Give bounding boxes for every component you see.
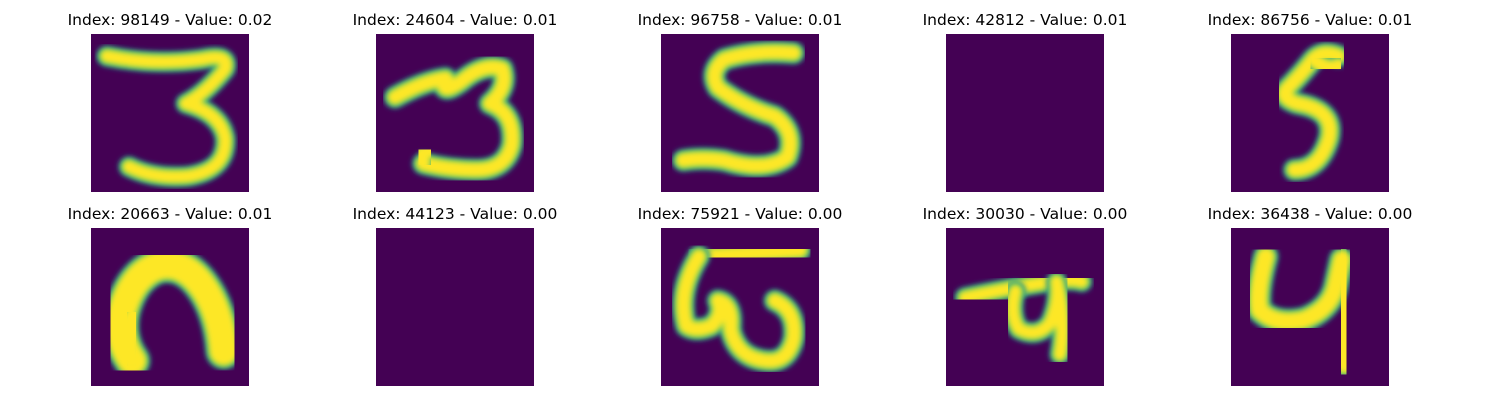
glyph-stroke (676, 249, 802, 369)
glyph-stroke (1249, 247, 1351, 331)
glyph-stroke (1306, 52, 1346, 75)
panel-title: Index: 42812 - Value: 0.01 (922, 11, 1128, 29)
panel-title: Index: 96758 - Value: 0.01 (637, 11, 843, 29)
panel-title: Index: 75921 - Value: 0.00 (637, 205, 843, 223)
image-panel: Index: 24604 - Value: 0.01 (340, 10, 570, 192)
panel-title: Index: 98149 - Value: 0.02 (67, 11, 273, 29)
glyph-image (376, 34, 534, 192)
panel-title: Index: 86756 - Value: 0.01 (1207, 11, 1413, 29)
glyph-stroke (387, 60, 520, 177)
glyph-image (661, 34, 819, 192)
glyph-image (1231, 34, 1389, 192)
image-panel: Index: 44123 - Value: 0.00 (340, 204, 570, 386)
panel-title: Index: 44123 - Value: 0.00 (352, 205, 558, 223)
image-panel: Index: 96758 - Value: 0.01 (625, 10, 855, 192)
glyph-stroke (117, 305, 147, 372)
image-panel: Index: 20663 - Value: 0.01 (55, 204, 285, 386)
glyph-image (1231, 228, 1389, 386)
image-panel: Index: 30030 - Value: 0.00 (910, 204, 1140, 386)
glyph-image (376, 228, 534, 386)
glyph-stroke (1332, 250, 1356, 374)
glyph-image (91, 34, 249, 192)
panel-title: Index: 24604 - Value: 0.01 (352, 11, 558, 29)
panel-title: Index: 20663 - Value: 0.01 (67, 205, 273, 223)
glyph-stroke (100, 49, 233, 184)
glyph-image (946, 34, 1104, 192)
glyph-stroke (691, 243, 808, 264)
panel-title: Index: 36438 - Value: 0.00 (1207, 205, 1413, 223)
image-panel: Index: 98149 - Value: 0.02 (55, 10, 285, 192)
image-panel: Index: 42812 - Value: 0.01 (910, 10, 1140, 192)
glyph-image (946, 228, 1104, 386)
glyph-image (91, 228, 249, 386)
glyph-stroke (1006, 275, 1069, 361)
glyph-image (661, 228, 819, 386)
image-panel: Index: 86756 - Value: 0.01 (1195, 10, 1425, 192)
glyph-stroke (412, 143, 437, 171)
image-panel: Index: 75921 - Value: 0.00 (625, 204, 855, 386)
image-panel: Index: 36438 - Value: 0.00 (1195, 204, 1425, 386)
glyph-stroke (676, 45, 801, 174)
panel-title: Index: 30030 - Value: 0.00 (922, 205, 1128, 223)
